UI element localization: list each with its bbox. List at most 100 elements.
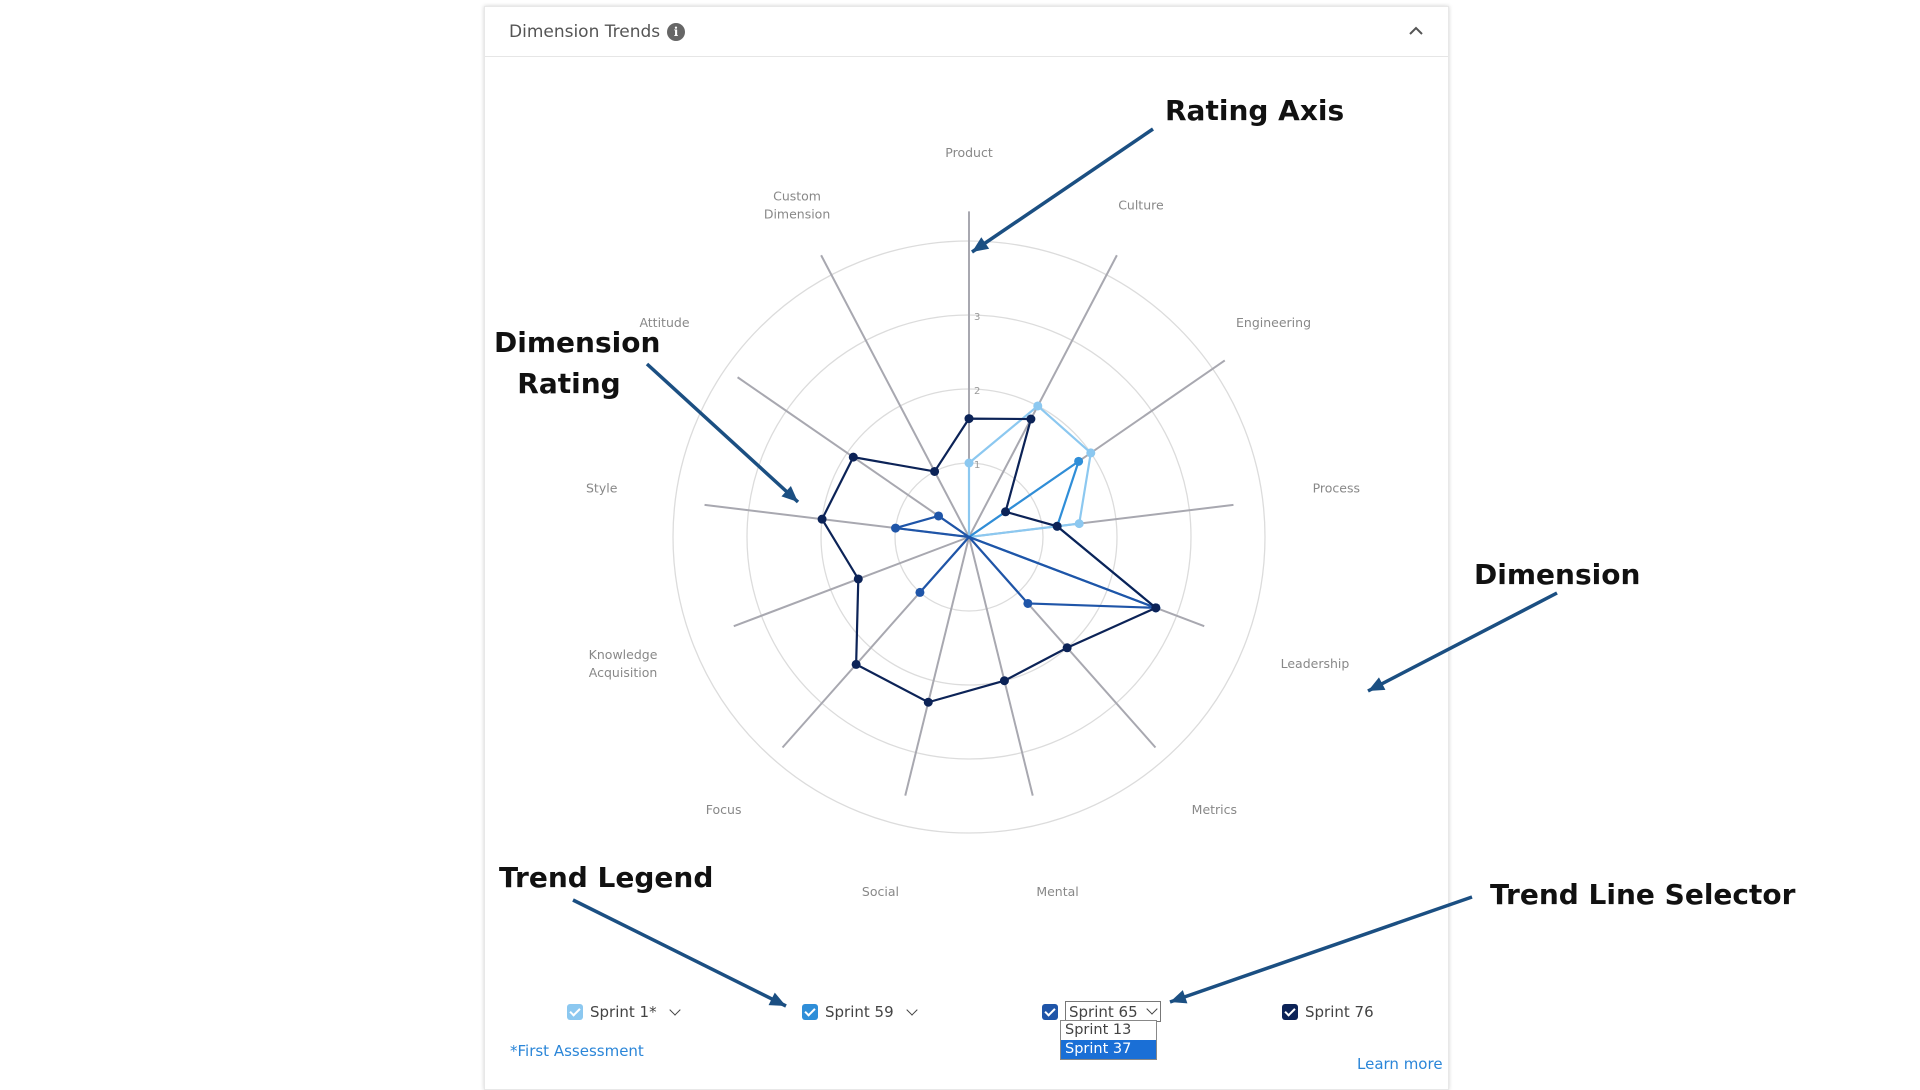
dimension-rating-point (964, 458, 974, 468)
dimension-label-line: Product (945, 145, 993, 160)
panel-header: Dimension Trends i (485, 7, 1448, 57)
annotation-rating-axis: Rating Axis (1165, 94, 1345, 127)
dimension-label-line: Acquisition (589, 665, 657, 680)
annotation-arrow-line (572, 898, 787, 1008)
annotation-arrow-head (1170, 990, 1188, 1004)
dimension-label: Process (1313, 480, 1360, 495)
dimension-rating-point (1062, 643, 1072, 653)
annotation-arrow-line (1367, 591, 1558, 693)
dimension-label-line: Focus (706, 802, 742, 817)
dimension-label: Product (945, 145, 993, 160)
annotation-dimension-rating: Dimension Rating (494, 322, 661, 404)
annotation-trend-line-selector: Trend Line Selector (1490, 878, 1796, 911)
annotation-arrow-head (781, 486, 798, 502)
dimension-label: Metrics (1192, 802, 1237, 817)
rating-axis-line (968, 536, 1034, 796)
rating-tick-label: 3 (974, 312, 980, 323)
legend-item-sprint-76[interactable]: Sprint 76 (1282, 1003, 1374, 1021)
annotation-arrow-line (971, 127, 1154, 254)
panel-title: Dimension Trends (509, 22, 661, 42)
dimension-rating-point (1074, 519, 1084, 529)
dimension-label-line: Metrics (1192, 802, 1237, 817)
dimension-label-line: Dimension (764, 206, 830, 221)
annotation-arrow-head (1368, 677, 1386, 691)
dimension-rating-point (1052, 521, 1062, 531)
dimension-label-line: Custom (773, 188, 821, 203)
legend-item-sprint-59[interactable]: Sprint 59 (802, 1003, 918, 1021)
dimension-rating-point (853, 574, 863, 584)
dimension-label-line: Social (862, 884, 899, 899)
checkbox-icon[interactable] (1282, 1004, 1298, 1020)
dimension-rating-point (923, 697, 933, 707)
selector-value: Sprint 65 (1069, 1002, 1138, 1021)
dimension-label-line: Engineering (1236, 315, 1311, 330)
dimension-label: Focus (706, 802, 742, 817)
dimension-label: Knowledge Acquisition (589, 647, 658, 680)
dimension-label: Culture (1118, 197, 1164, 212)
dimension-label: Leadership (1281, 656, 1350, 671)
legend-label: Sprint 76 (1305, 1003, 1374, 1021)
annotation-trend-legend: Trend Legend (499, 861, 714, 894)
dimension-label: Custom Dimension (764, 188, 830, 221)
dimension-rating-point (915, 587, 925, 597)
dropdown-option-selected[interactable]: Sprint 37 (1061, 1040, 1156, 1059)
legend-item-sprint-1[interactable]: Sprint 1* (567, 1003, 681, 1021)
dimension-label-line: Style (586, 480, 618, 495)
chevron-down-icon[interactable] (1145, 1003, 1158, 1015)
trend-line-dropdown[interactable]: Sprint 13 Sprint 37 (1060, 1020, 1157, 1060)
dimension-label-line: Culture (1118, 197, 1164, 212)
annotation-arrow-head (972, 237, 990, 252)
learn-more-link[interactable]: Learn more (1357, 1055, 1443, 1073)
rating-tick-label: 2 (974, 386, 980, 397)
checkbox-icon[interactable] (1042, 1003, 1058, 1020)
annotation-arrow-head (768, 992, 786, 1006)
dimension-label-line: Leadership (1281, 656, 1350, 671)
trend-line-selector[interactable]: Sprint 65 (1065, 1001, 1161, 1022)
dropdown-option[interactable]: Sprint 13 (1065, 1022, 1132, 1038)
rating-axis-line (820, 254, 970, 538)
dimension-rating-point (999, 676, 1009, 686)
dimension-label: Attitude (639, 315, 689, 330)
dimension-rating-point (934, 511, 944, 521)
info-icon[interactable]: i (667, 23, 685, 41)
chevron-up-icon[interactable] (1406, 21, 1426, 41)
dimension-label: Style (586, 480, 618, 495)
dimension-label: Engineering (1236, 315, 1311, 330)
annotation-line: Dimension (494, 326, 661, 359)
dimension-label: Social (862, 884, 899, 899)
dimension-rating-point (891, 523, 901, 533)
legend-label: Sprint 1* (590, 1003, 657, 1021)
series-line (967, 404, 1092, 539)
dimension-rating-point (1074, 456, 1084, 466)
series-line (820, 417, 1158, 704)
dimension-label-line: Attitude (639, 315, 689, 330)
rating-axis-line (733, 536, 970, 628)
dimension-rating-point (1151, 603, 1161, 613)
checkbox-icon[interactable] (802, 1004, 818, 1020)
dimension-rating-point (817, 514, 827, 524)
dimension-label-line: Process (1313, 480, 1360, 495)
chevron-down-icon[interactable] (905, 1003, 918, 1016)
rating-axis-line (968, 254, 1118, 538)
dimension-label-line: Mental (1036, 884, 1078, 899)
dimension-rating-point (1086, 448, 1096, 458)
rating-axis-line (904, 536, 970, 796)
rating-tick-label: 1 (974, 460, 980, 471)
legend-item-sprint-65[interactable]: Sprint 65 (1042, 1001, 1161, 1022)
legend-label: Sprint 59 (825, 1003, 894, 1021)
dimension-label-line: Knowledge (589, 647, 658, 662)
dimension-rating-point (964, 414, 974, 424)
dimension-rating-point (1001, 507, 1011, 517)
dimension-rating-point (851, 659, 861, 669)
first-assessment-note: *First Assessment (510, 1042, 644, 1060)
annotation-dimension: Dimension (1474, 558, 1641, 591)
dimension-label: Mental (1036, 884, 1078, 899)
dimension-rating-point (930, 466, 940, 476)
checkbox-icon[interactable] (567, 1004, 583, 1020)
annotation-line: Rating (517, 367, 621, 400)
annotation-arrow-line (645, 362, 800, 504)
dimension-rating-point (1026, 414, 1036, 424)
dimension-rating-point (1023, 598, 1033, 608)
chevron-down-icon[interactable] (668, 1003, 681, 1016)
